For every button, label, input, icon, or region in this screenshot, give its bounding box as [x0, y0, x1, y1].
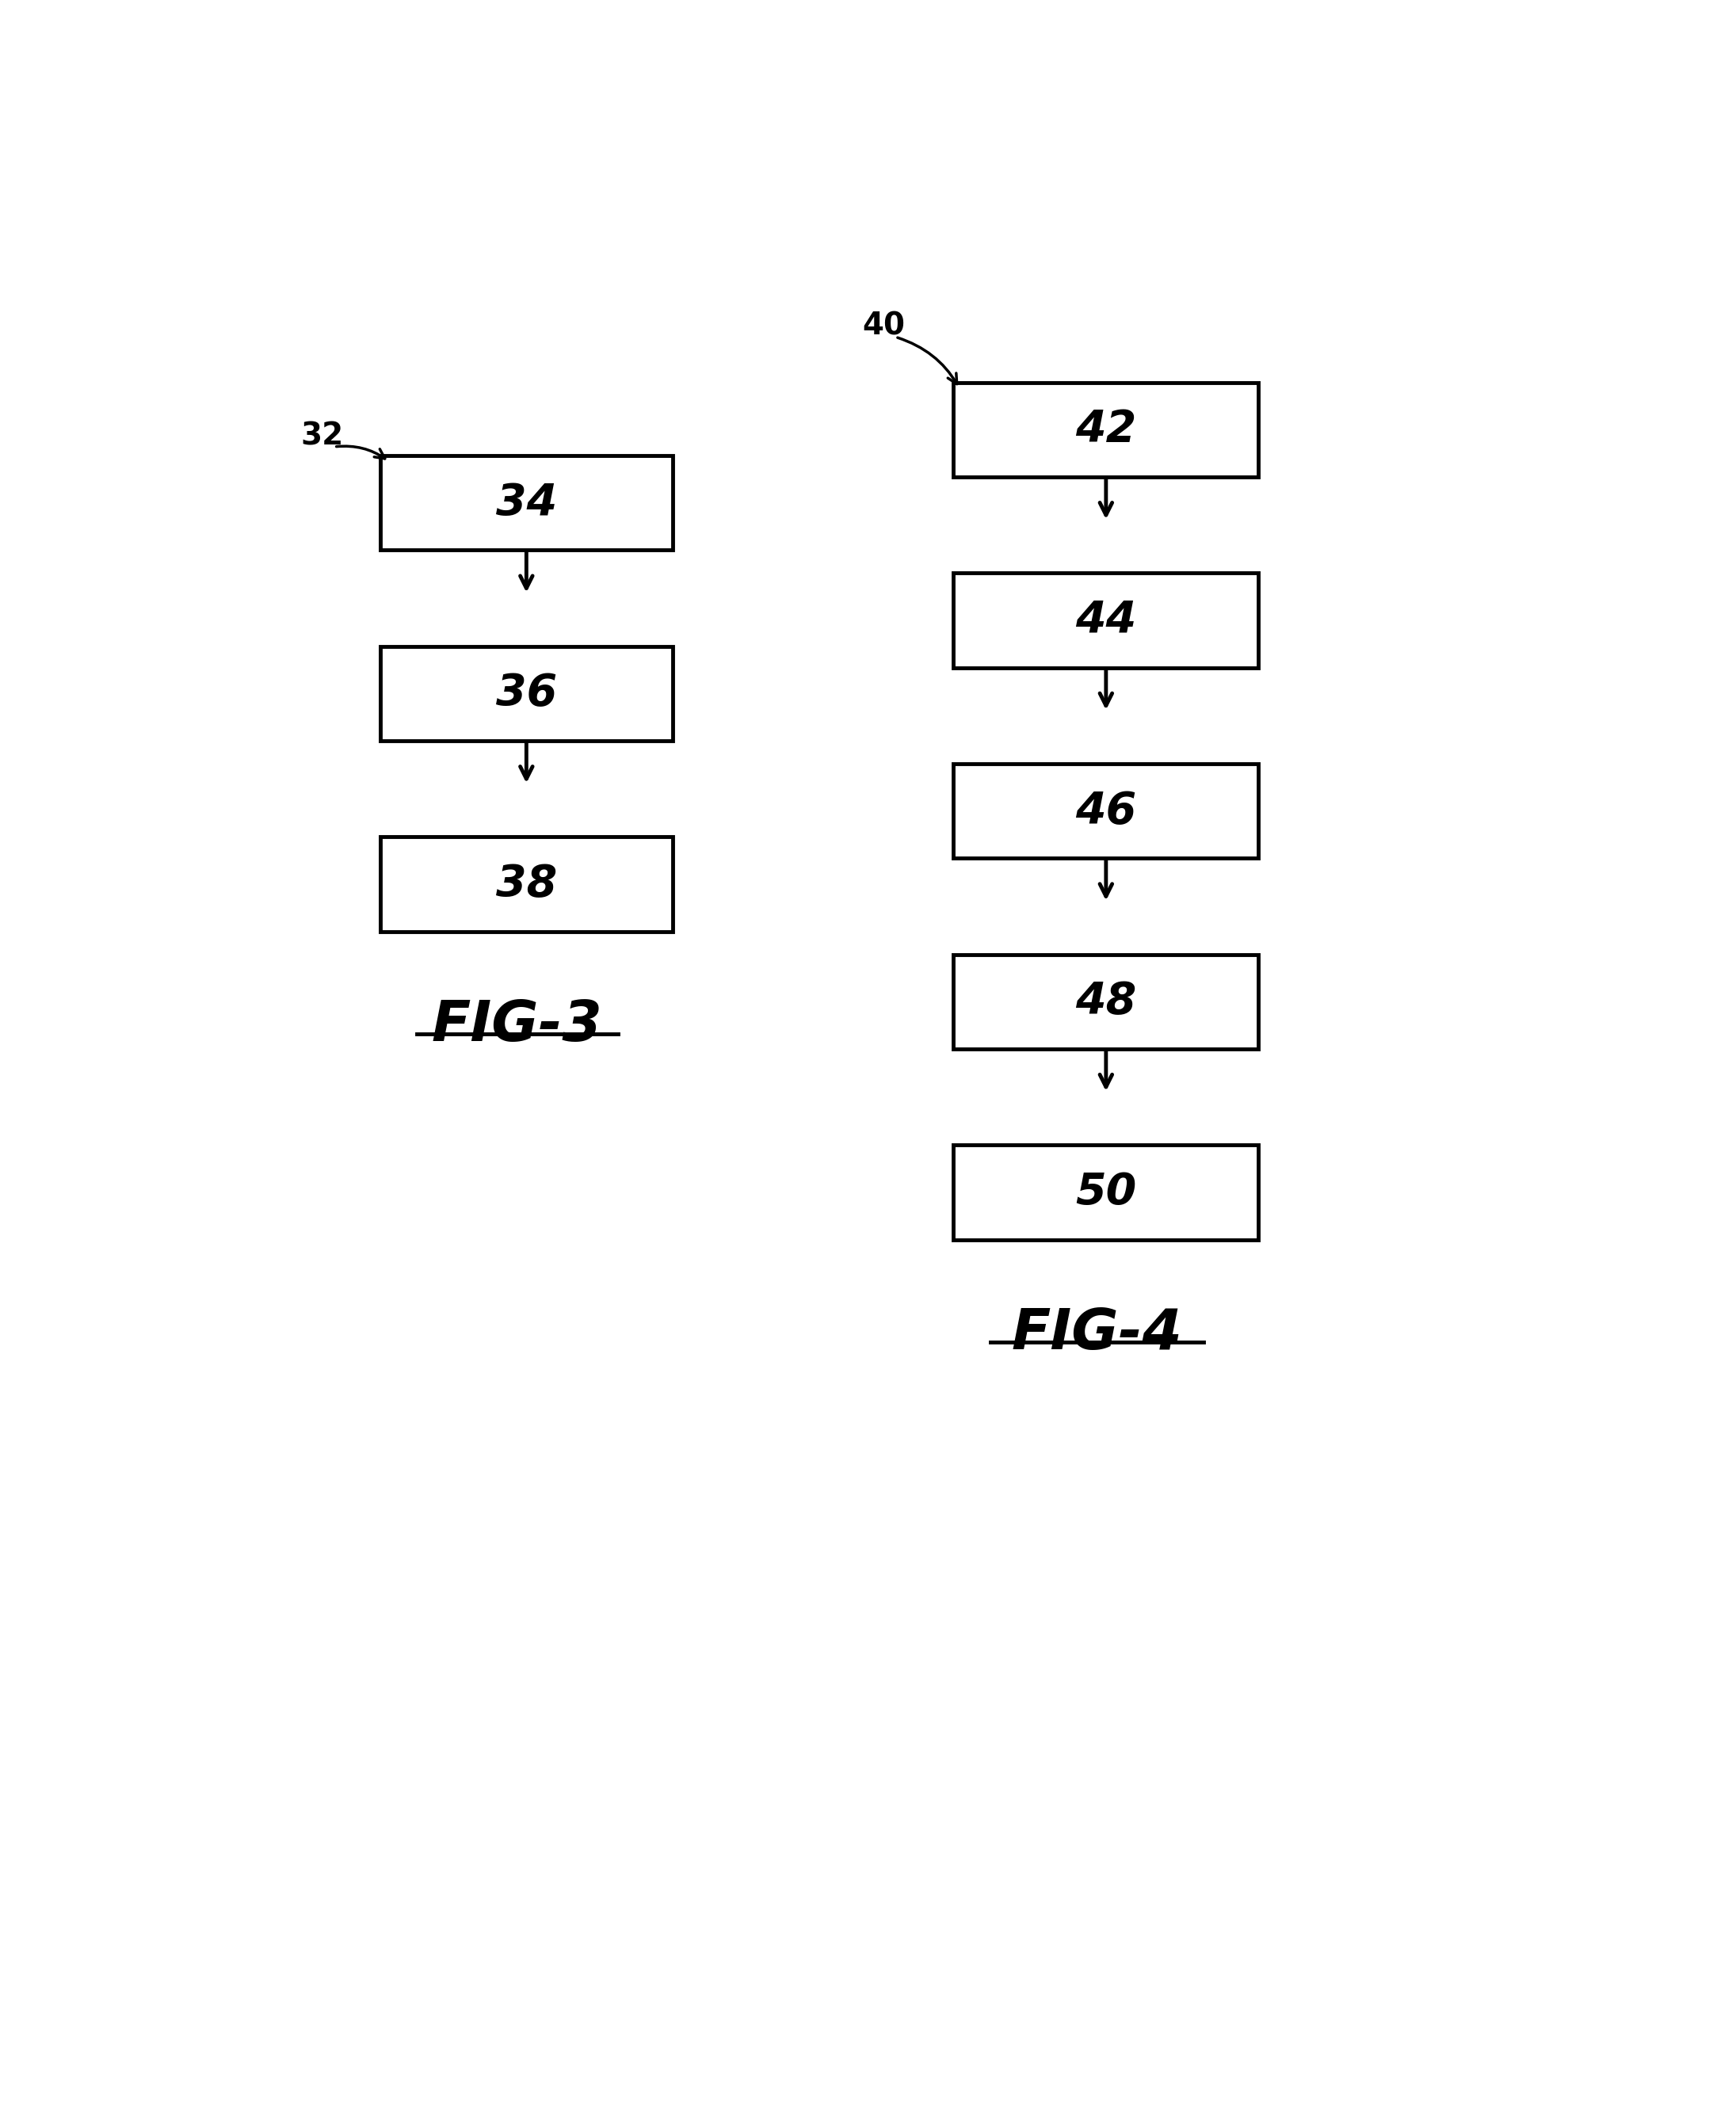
Bar [953, 763, 1259, 858]
Bar [380, 837, 674, 932]
Bar [953, 574, 1259, 669]
Bar [953, 953, 1259, 1048]
Text: 44: 44 [1075, 599, 1137, 641]
Text: 36: 36 [496, 673, 557, 715]
Bar [953, 1145, 1259, 1240]
Text: 42: 42 [1075, 409, 1137, 451]
Text: 40: 40 [863, 310, 904, 342]
Text: 34: 34 [496, 481, 557, 525]
Text: 32: 32 [300, 420, 344, 451]
Bar [953, 382, 1259, 477]
Text: 50: 50 [1075, 1170, 1137, 1213]
Text: 48: 48 [1075, 981, 1137, 1023]
Text: 46: 46 [1075, 789, 1137, 833]
Bar [380, 456, 674, 550]
Text: FIG-4: FIG-4 [1012, 1308, 1182, 1360]
Bar [380, 645, 674, 740]
Text: FIG-3: FIG-3 [432, 998, 602, 1052]
Text: 38: 38 [496, 863, 557, 905]
